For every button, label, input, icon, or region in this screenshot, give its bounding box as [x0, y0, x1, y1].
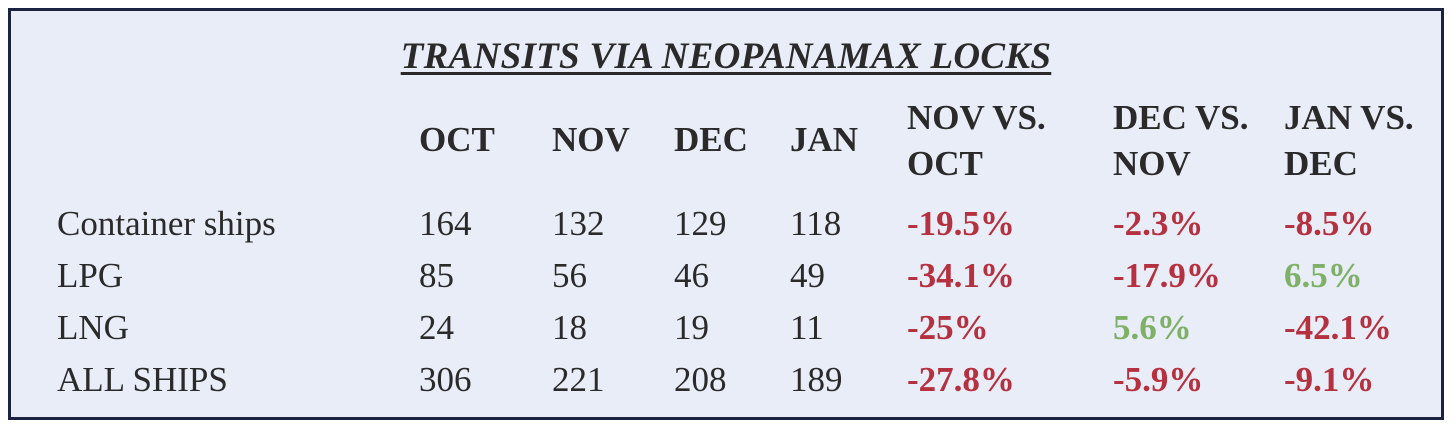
- value-cell: 11: [790, 308, 824, 347]
- value-cell: 56: [552, 256, 587, 295]
- value-cell: 129: [674, 204, 727, 243]
- value-cell: 164: [419, 204, 472, 243]
- table-frame: TRANSITS VIA NEOPANAMAX LOCKS OCT NOV DE…: [8, 8, 1444, 420]
- col-header-nov-vs-oct: NOV VS. OCT: [907, 98, 1046, 183]
- value-cell: 24: [419, 308, 454, 347]
- col-header-jan-vs-dec: JAN VS. DEC: [1284, 98, 1414, 183]
- row-label: LNG: [57, 308, 129, 347]
- row-label: LPG: [57, 256, 124, 295]
- change-cell: -42.1%: [1284, 308, 1392, 347]
- col-header-oct: OCT: [419, 120, 495, 159]
- change-cell: 6.5%: [1284, 256, 1363, 295]
- value-cell: 85: [419, 256, 454, 295]
- value-cell: 208: [674, 360, 727, 399]
- change-cell: -5.9%: [1113, 360, 1204, 399]
- row-label: ALL SHIPS: [57, 360, 228, 399]
- value-cell: 306: [419, 360, 472, 399]
- change-cell: 5.6%: [1113, 308, 1192, 347]
- value-cell: 46: [674, 256, 709, 295]
- col-header-dec-vs-nov: DEC VS. NOV: [1113, 98, 1249, 183]
- change-cell: -17.9%: [1113, 256, 1221, 295]
- col-header-jan: JAN: [790, 120, 859, 159]
- change-cell: -25%: [907, 308, 989, 347]
- value-cell: 49: [790, 256, 825, 295]
- change-cell: -2.3%: [1113, 204, 1204, 243]
- row-label: Container ships: [57, 204, 276, 243]
- value-cell: 221: [552, 360, 605, 399]
- value-cell: 132: [552, 204, 605, 243]
- change-cell: -9.1%: [1284, 360, 1375, 399]
- table-title: TRANSITS VIA NEOPANAMAX LOCKS: [400, 36, 1052, 77]
- change-cell: -8.5%: [1284, 204, 1375, 243]
- value-cell: 18: [552, 308, 587, 347]
- col-header-nov: NOV: [552, 120, 630, 159]
- value-cell: 19: [674, 308, 709, 347]
- change-cell: -34.1%: [907, 256, 1015, 295]
- col-header-dec: DEC: [674, 120, 748, 159]
- value-cell: 189: [790, 360, 843, 399]
- change-cell: -27.8%: [907, 360, 1015, 399]
- change-cell: -19.5%: [907, 204, 1015, 243]
- value-cell: 118: [790, 204, 842, 243]
